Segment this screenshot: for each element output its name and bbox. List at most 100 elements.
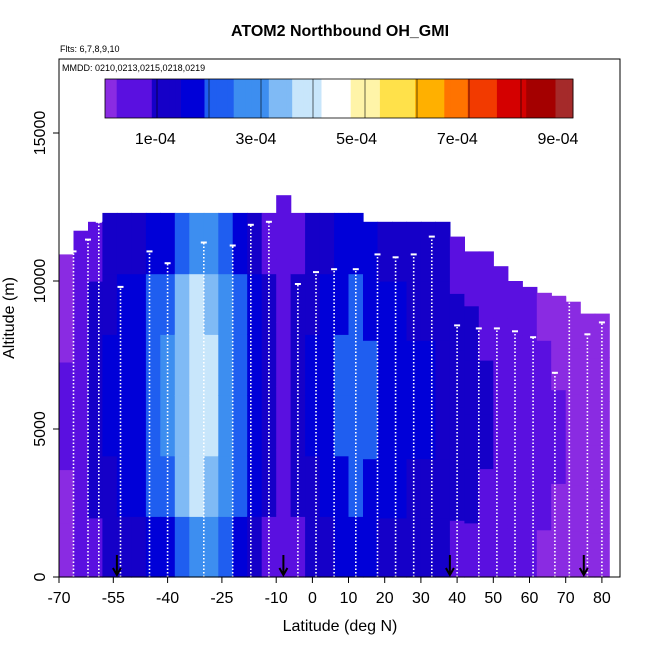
heatmap-cell — [392, 340, 408, 400]
heatmap-cell — [102, 212, 118, 275]
heatmap-cell — [247, 455, 263, 517]
heatmap-cell — [565, 301, 581, 349]
heatmap-cell — [594, 489, 610, 534]
colorbar: 1e-04 3e-04 5e-04 7e-04 9e-04 — [104, 78, 578, 148]
heatmap-cell — [319, 516, 335, 578]
colorbar-segment — [286, 79, 293, 118]
colorbar-segment — [555, 79, 562, 118]
colorbar-tick-label: 1e-04 — [135, 131, 176, 148]
heatmap-cell — [203, 334, 219, 396]
heatmap-cell — [464, 251, 480, 307]
colorbar-segment — [151, 79, 159, 118]
heatmap-cell — [363, 340, 379, 400]
heatmap-cell — [435, 517, 451, 578]
colorbar-segment — [251, 79, 258, 118]
colorbar-segment — [105, 79, 112, 118]
heatmap-cell — [319, 455, 335, 517]
heatmap-cell — [551, 295, 567, 344]
colorbar-segment — [485, 79, 492, 118]
colorbar-segment — [526, 79, 533, 118]
heatmap-cell — [189, 273, 205, 335]
colorbar-segment — [245, 79, 252, 118]
colorbar-segment — [479, 79, 486, 118]
x-tick-label: -40 — [156, 590, 179, 607]
heatmap-cell — [261, 516, 277, 578]
heatmap-cell — [59, 469, 75, 524]
heatmap-cell — [435, 399, 451, 460]
colorbar-tick-label: 7e-04 — [437, 131, 478, 148]
x-axis: -70 -55 -40 -25 -10 0 10 20 30 40 50 60 70 80 — [47, 577, 611, 607]
heatmap-cell — [203, 516, 219, 578]
heatmap-cell — [247, 273, 263, 335]
heatmap-cell — [160, 455, 176, 517]
heatmap-cell — [232, 212, 248, 275]
heatmap-cell — [116, 273, 132, 335]
colorbar-segment — [227, 79, 235, 118]
heatmap-cell — [276, 513, 292, 578]
colorbar-segment — [520, 79, 527, 118]
heatmap-cell — [203, 273, 219, 335]
heatmap-cell — [102, 334, 118, 396]
arrow-marker-head — [578, 567, 589, 578]
heatmap-cell — [73, 230, 89, 289]
heatmap-cell — [551, 436, 567, 484]
y-tick-label: 0 — [32, 572, 49, 581]
heatmap-cell — [522, 480, 538, 530]
x-axis-label: Latitude (deg N) — [283, 618, 398, 635]
heatmap-cell — [218, 273, 234, 335]
heatmap-cell — [420, 221, 436, 282]
heatmap-cell — [290, 334, 306, 396]
heatmap-cell — [464, 359, 480, 415]
heatmap-cell — [73, 346, 89, 405]
heatmap-cell — [116, 395, 132, 457]
heatmap-cell — [319, 212, 335, 275]
heatmap-cell — [261, 455, 277, 517]
colorbar-tick-label: 5e-04 — [336, 131, 377, 148]
heatmap-cell — [334, 273, 350, 335]
colorbar-segment — [292, 79, 299, 118]
heatmap-cell — [189, 395, 205, 457]
heatmap-cell — [59, 361, 75, 417]
heatmap-cell — [551, 342, 567, 391]
heatmap-cell — [174, 395, 190, 457]
heatmap-cell — [232, 395, 248, 457]
heatmap-cell — [145, 334, 161, 396]
heatmap-cell — [348, 212, 364, 275]
heatmap-cell — [160, 273, 176, 335]
x-tick-label: 20 — [376, 590, 394, 607]
heatmap-cell — [131, 212, 147, 275]
heatmap-cell — [276, 322, 292, 387]
heatmap-cell — [449, 350, 465, 408]
colorbar-segment — [561, 79, 568, 118]
heatmap-cell — [392, 221, 408, 282]
heatmap-cell — [580, 489, 596, 534]
heatmap-cell — [377, 458, 393, 519]
heatmap-cell — [363, 458, 379, 519]
colorbar-segment — [110, 79, 118, 118]
colorbar-segment — [339, 79, 346, 118]
heatmap-cell — [88, 517, 104, 578]
x-tick-label: 70 — [557, 590, 575, 607]
heatmap-cell — [305, 516, 321, 578]
colorbar-segment — [157, 79, 164, 118]
colorbar-segment — [175, 79, 182, 118]
heatmap-cell — [276, 449, 292, 514]
heatmap-cell — [203, 212, 219, 275]
colorbar-segment — [432, 79, 439, 118]
x-tick-label: -25 — [210, 590, 233, 607]
colorbar-segment — [321, 79, 328, 118]
colorbar-segment — [303, 79, 311, 118]
colorbar-segment — [181, 79, 188, 118]
heatmap-cell — [59, 415, 75, 471]
colorbar-segment — [327, 79, 334, 118]
heatmap-cell — [203, 455, 219, 517]
heatmap-cell — [565, 393, 581, 440]
heatmap-cell — [392, 458, 408, 519]
heatmap-cell — [247, 334, 263, 396]
x-tick-label: -55 — [102, 590, 125, 607]
colorbar-segment — [385, 79, 393, 118]
colorbar-segment — [391, 79, 398, 118]
colorbar-segment — [233, 79, 241, 118]
heatmap-cell — [420, 458, 436, 519]
